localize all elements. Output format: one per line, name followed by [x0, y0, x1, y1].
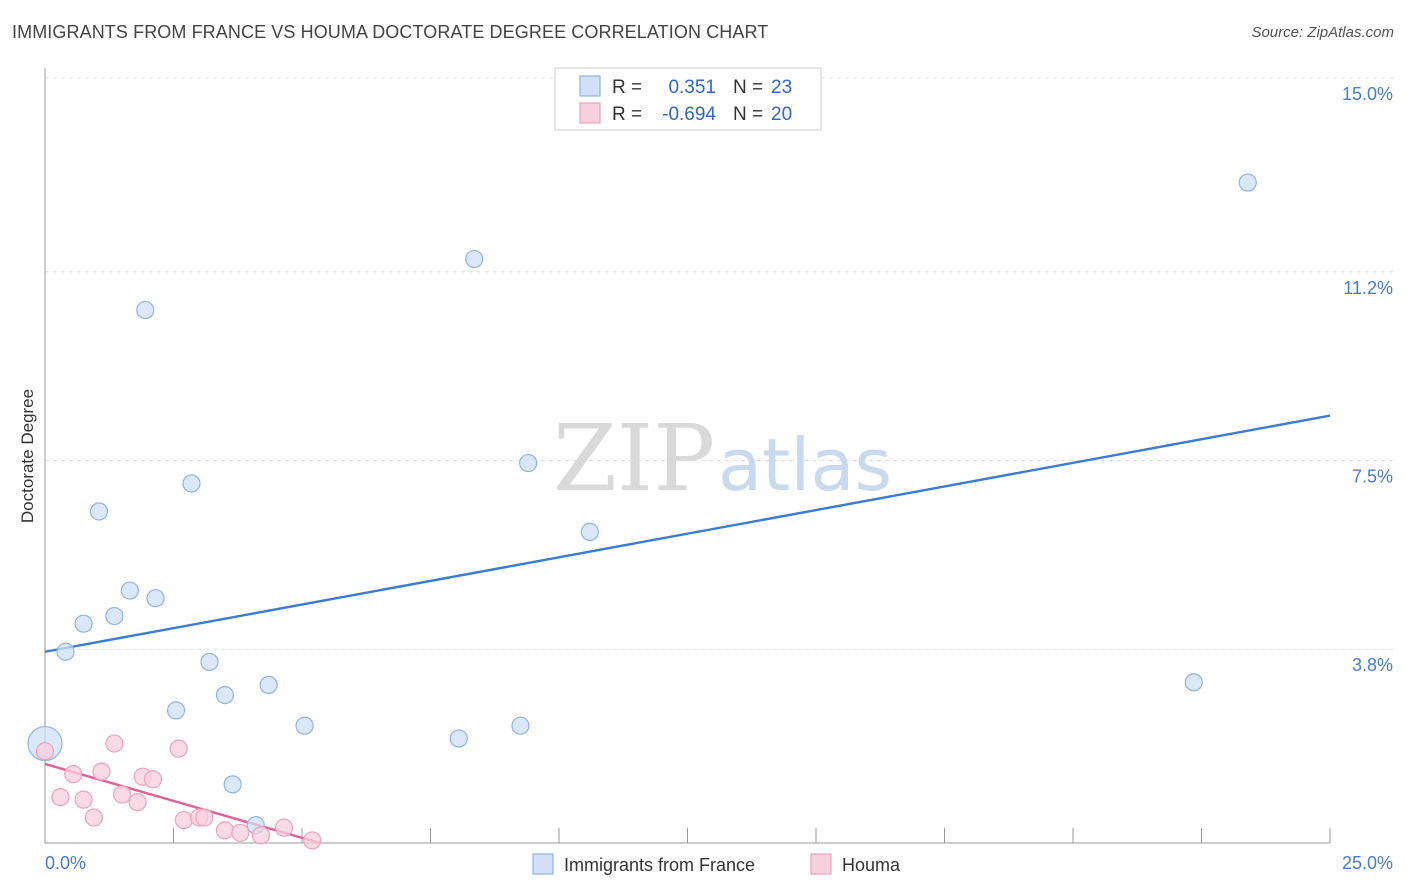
bottom-legend: Immigrants from France Houma — [532, 853, 901, 875]
point-france-15 — [295, 716, 314, 735]
x-tick-label-min: 0.0% — [45, 853, 86, 873]
point-houma-4 — [84, 808, 103, 827]
trend-lines — [44, 414, 1331, 845]
point-france-14 — [259, 675, 278, 695]
x-tick-label-max: 25.0% — [1342, 853, 1393, 873]
point-houma-3 — [74, 790, 93, 809]
y-axis-label: Doctorate Degree — [18, 389, 37, 523]
point-france-7 — [146, 589, 165, 608]
y-tick-label-3: 15.0% — [1342, 84, 1393, 104]
point-france-21 — [1184, 673, 1203, 692]
point-france-8 — [166, 701, 186, 720]
point-france-18 — [511, 716, 530, 735]
bottom-legend-swatch-blue — [532, 853, 554, 875]
point-houma-17 — [251, 826, 270, 845]
legend-r-label-2: R = — [612, 104, 642, 125]
point-france-2 — [74, 614, 93, 633]
point-houma-0 — [35, 742, 55, 761]
legend-r-label-1: R = — [612, 77, 642, 98]
trend-line-1 — [44, 762, 321, 845]
x-ticks — [173, 828, 1331, 843]
legend-swatch-blue — [579, 75, 601, 97]
bottom-legend-label-2: Houma — [842, 855, 901, 875]
bottom-legend-swatch-pink — [810, 853, 832, 875]
y-tick-label-1: 7.5% — [1352, 467, 1393, 487]
source-label: Source: ZipAtlas.com — [1251, 24, 1394, 41]
point-houma-15 — [215, 821, 234, 840]
gridlines — [45, 77, 1393, 650]
point-houma-7 — [112, 785, 132, 804]
point-france-19 — [519, 453, 538, 473]
point-houma-2 — [64, 765, 83, 784]
point-france-11 — [215, 685, 234, 705]
y-tick-labels: 3.8% 7.5% 11.2% 15.0% — [1342, 84, 1393, 675]
point-houma-12 — [174, 810, 193, 830]
legend-n-value-1: 23 — [771, 77, 792, 98]
trend-line-0 — [44, 414, 1331, 653]
point-france-12 — [223, 775, 242, 794]
point-houma-18 — [274, 818, 294, 837]
watermark-atlas: atlas — [718, 423, 892, 507]
point-houma-1 — [51, 787, 70, 807]
legend-r-value-1: 0.351 — [668, 77, 716, 98]
point-france-3 — [89, 502, 109, 521]
point-france-6 — [136, 300, 155, 320]
point-houma-6 — [105, 734, 124, 753]
point-houma-10 — [143, 770, 163, 789]
point-houma-19 — [303, 831, 322, 850]
point-france-10 — [200, 652, 219, 672]
point-france-17 — [465, 249, 484, 269]
point-france-5 — [120, 581, 139, 600]
point-houma-14 — [195, 808, 214, 827]
point-france-16 — [449, 729, 468, 748]
point-houma-5 — [92, 762, 111, 781]
watermark: ZIP atlas — [553, 405, 892, 512]
point-france-1 — [56, 642, 75, 661]
chart-title: IMMIGRANTS FROM FRANCE VS HOUMA DOCTORAT… — [12, 22, 769, 42]
legend-r-value-2: -0.694 — [662, 104, 716, 125]
legend-n-label-1: N = — [733, 77, 763, 98]
bottom-legend-label-1: Immigrants from France — [564, 855, 755, 875]
point-france-9 — [182, 474, 201, 493]
data-points — [27, 173, 1257, 850]
point-france-4 — [105, 606, 124, 626]
legend-swatch-pink — [579, 102, 601, 124]
y-tick-label-0: 3.8% — [1352, 655, 1393, 675]
legend-n-label-2: N = — [733, 104, 763, 125]
legend-n-value-2: 20 — [771, 104, 792, 125]
point-houma-8 — [128, 793, 147, 812]
y-tick-label-2: 11.2% — [1343, 278, 1393, 298]
watermark-zip: ZIP — [553, 405, 715, 512]
point-houma-11 — [169, 739, 188, 758]
point-france-22 — [1238, 173, 1257, 192]
point-houma-16 — [231, 823, 250, 842]
point-france-20 — [580, 522, 599, 542]
legend: R = 0.351 N = 23 R = -0.694 N = 20 — [554, 67, 822, 131]
